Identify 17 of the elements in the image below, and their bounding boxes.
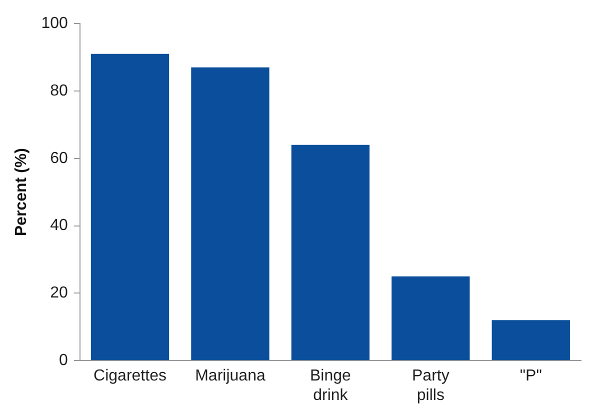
y-tick-label: 20: [50, 284, 68, 302]
y-tick-label: 100: [41, 15, 68, 32]
bar: [291, 144, 370, 360]
y-tick-label: 60: [50, 150, 68, 167]
bar: [191, 67, 270, 360]
bar: [392, 276, 470, 360]
x-tick-label: Cigarettes: [94, 368, 166, 385]
y-tick-label: 0: [58, 352, 68, 370]
y-axis-title: Percent (%): [13, 148, 30, 236]
x-tick-label: Party pills: [412, 368, 450, 404]
y-tick-label: 80: [50, 82, 68, 100]
y-tick-label: 40: [50, 217, 68, 234]
x-tick-label: Binge drink: [310, 368, 352, 404]
x-tick-label: Marijuana: [195, 368, 266, 385]
x-tick-label: "P": [520, 368, 542, 385]
bar: [492, 320, 570, 360]
bar: [90, 54, 170, 360]
